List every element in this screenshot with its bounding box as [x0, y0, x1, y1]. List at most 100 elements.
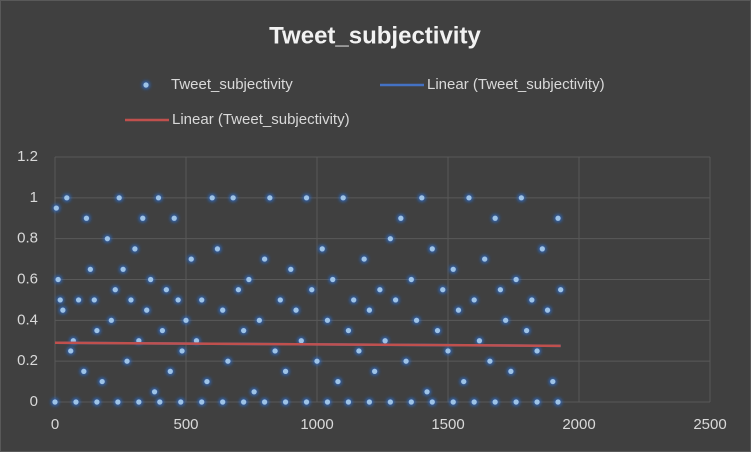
data-point	[68, 348, 74, 354]
data-point	[408, 399, 414, 405]
data-point	[52, 399, 58, 405]
legend-label: Linear (Tweet_subjectivity)	[427, 76, 605, 93]
data-point	[403, 358, 409, 364]
data-point	[99, 378, 105, 385]
data-point	[471, 399, 477, 405]
data-point	[429, 246, 435, 252]
data-point	[345, 399, 352, 405]
data-point	[167, 368, 173, 374]
trendline	[54, 341, 561, 348]
data-point	[429, 399, 435, 405]
x-tick-label: 2500	[693, 416, 726, 433]
data-point	[529, 297, 535, 303]
data-point	[136, 399, 142, 405]
data-point	[262, 399, 268, 405]
data-point	[534, 348, 540, 354]
data-point	[393, 297, 399, 303]
data-point	[235, 287, 241, 293]
data-point	[508, 368, 514, 374]
y-tick-label: 1.2	[17, 148, 38, 165]
data-point	[558, 287, 564, 293]
data-point	[179, 348, 185, 354]
data-point	[513, 399, 519, 405]
data-point	[303, 195, 310, 201]
data-point	[163, 287, 169, 293]
data-point	[555, 215, 561, 221]
data-point	[214, 246, 221, 252]
data-point	[487, 358, 493, 364]
data-point	[140, 215, 146, 221]
x-tick-label: 500	[173, 416, 198, 433]
data-point	[251, 389, 257, 395]
chart-title: Tweet_subjectivity	[269, 22, 481, 49]
data-point	[497, 287, 503, 293]
data-point	[356, 348, 362, 354]
data-point	[87, 266, 93, 272]
data-point	[128, 297, 134, 303]
data-point	[55, 276, 61, 283]
data-point	[492, 215, 498, 221]
data-point	[157, 399, 163, 405]
data-point	[115, 399, 121, 405]
data-point	[309, 287, 315, 293]
x-tick-label: 1500	[431, 416, 464, 433]
data-point	[298, 338, 304, 344]
data-point	[293, 307, 299, 313]
data-point	[450, 399, 456, 405]
data-point	[272, 348, 278, 354]
data-point	[524, 327, 530, 334]
data-point	[351, 297, 357, 303]
data-point	[408, 276, 414, 283]
data-point	[335, 378, 341, 385]
data-point	[277, 297, 283, 303]
data-point	[81, 368, 87, 374]
data-point	[366, 399, 372, 405]
data-point	[513, 276, 519, 283]
data-point	[73, 399, 79, 405]
x-tick-label: 0	[51, 416, 59, 433]
data-point	[324, 317, 331, 323]
data-point	[220, 307, 226, 313]
legend-marker	[143, 82, 149, 88]
data-point	[288, 266, 294, 272]
data-point	[151, 389, 158, 395]
data-point	[440, 287, 446, 293]
y-tick-label: 0.8	[17, 230, 38, 247]
data-point	[387, 236, 393, 242]
data-point	[112, 287, 118, 293]
data-point	[544, 307, 551, 313]
data-point	[361, 256, 367, 262]
data-point	[60, 307, 66, 313]
data-point	[434, 327, 441, 334]
data-point	[445, 348, 451, 354]
y-tick-label: 0.6	[17, 270, 38, 287]
data-point	[555, 399, 561, 405]
data-point	[104, 236, 110, 242]
data-point	[241, 327, 247, 334]
data-point	[116, 195, 122, 201]
data-point	[230, 195, 236, 201]
data-point	[183, 317, 189, 323]
legend-label: Tweet_subjectivity	[171, 76, 293, 93]
data-point	[199, 297, 205, 303]
data-point	[256, 317, 262, 323]
data-point	[303, 399, 310, 405]
data-point	[340, 195, 346, 201]
data-point	[220, 399, 226, 405]
data-point	[476, 338, 483, 344]
data-point	[372, 368, 378, 374]
data-point	[91, 297, 97, 303]
data-point	[314, 358, 320, 364]
data-point	[225, 358, 231, 364]
data-point	[124, 358, 130, 364]
data-point	[144, 307, 150, 313]
data-point	[324, 399, 331, 405]
data-point	[83, 215, 90, 221]
x-tick-label: 1000	[300, 416, 333, 433]
data-point	[282, 368, 289, 374]
data-point	[539, 246, 545, 252]
data-point	[94, 399, 100, 405]
y-tick-label: 0.4	[17, 311, 38, 328]
data-point	[262, 256, 268, 262]
